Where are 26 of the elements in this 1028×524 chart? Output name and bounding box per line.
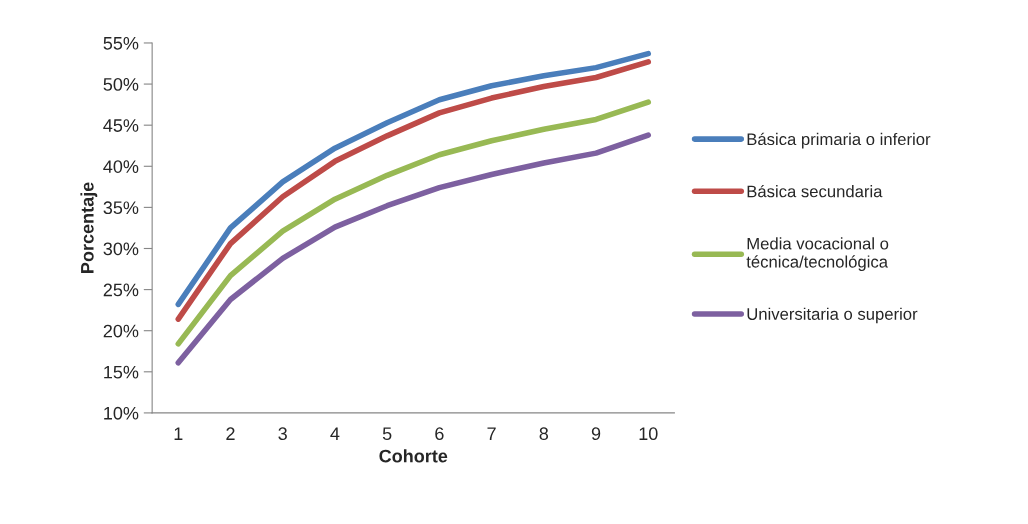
x-tick-label: 4 [330,427,340,440]
y-tick-label: 45% [103,119,139,132]
y-tick-label: 35% [103,201,139,215]
legend-label: Media vocacional o técnica/tecnológica [746,237,889,271]
y-tick-label: 15% [104,365,139,379]
y-tick-label: 20% [103,324,139,338]
y-tick-label: 10% [104,406,139,420]
x-tick-label: 5 [382,427,392,441]
y-axis-title: Porcentaje [80,182,98,273]
y-tick-label: 40% [103,160,139,173]
x-tick-label: 1 [174,427,183,440]
x-tick-label: 9 [591,427,601,441]
x-tick-label: 8 [539,427,549,441]
x-tick-label: 10 [639,427,658,441]
x-axis-title: Cohorte [379,449,448,463]
y-tick-label: 30% [103,242,139,256]
y-tick-label: 50% [103,78,139,91]
y-tick-label: 25% [103,283,139,297]
legend-label: Universitaria o superior [747,307,918,324]
y-tick-label: 55% [103,36,139,50]
x-tick-label: 7 [487,427,496,440]
x-tick-label: 2 [226,427,235,440]
legend-label: Básica primaria o inferior [747,132,931,149]
x-tick-label: 6 [435,427,444,441]
legend-label: Básica secundaria [747,184,883,198]
x-tick-label: 3 [278,427,287,441]
